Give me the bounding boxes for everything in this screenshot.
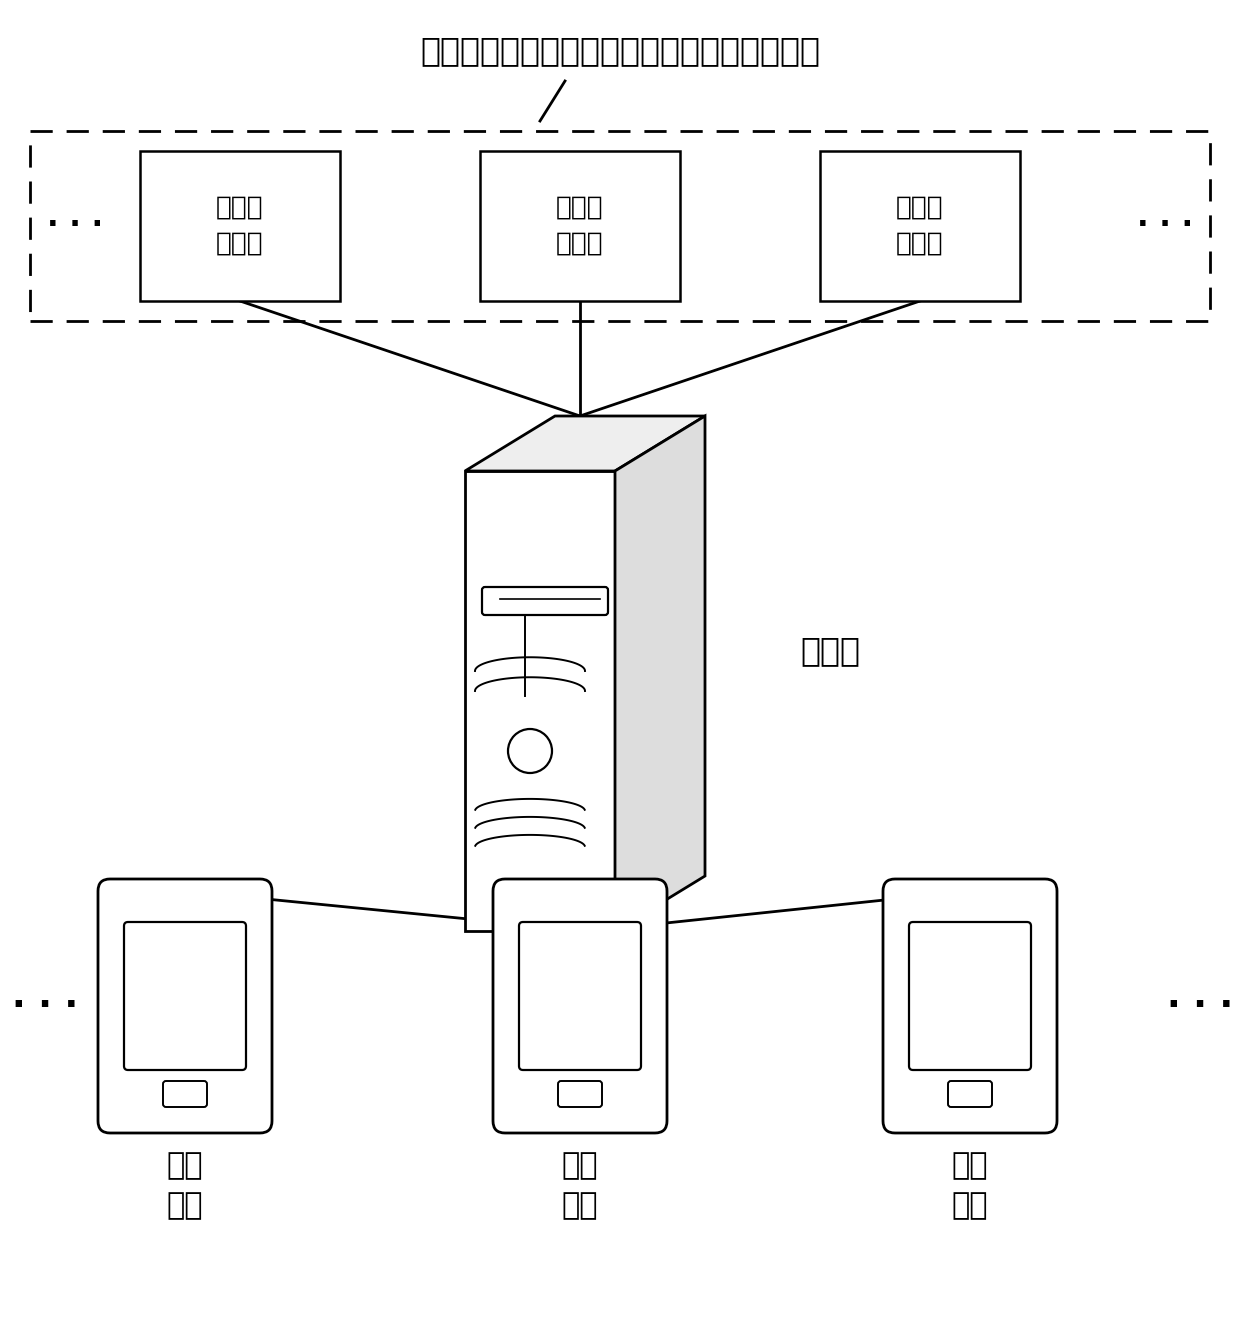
FancyBboxPatch shape: [494, 878, 667, 1133]
Text: · · ·: · · ·: [1137, 211, 1193, 240]
FancyBboxPatch shape: [909, 922, 1030, 1070]
Bar: [480, 151, 680, 301]
FancyBboxPatch shape: [162, 1081, 207, 1107]
FancyBboxPatch shape: [949, 1081, 992, 1107]
Text: 终端
设备: 终端 设备: [562, 1151, 598, 1221]
FancyBboxPatch shape: [520, 922, 641, 1070]
Text: 地震监
测设备: 地震监 测设备: [557, 196, 604, 258]
Text: 终端
设备: 终端 设备: [166, 1151, 203, 1221]
Text: 地震监
测设备: 地震监 测设备: [897, 196, 944, 258]
FancyBboxPatch shape: [558, 1081, 601, 1107]
Polygon shape: [615, 416, 706, 931]
Text: 地震监
测设备: 地震监 测设备: [216, 196, 264, 258]
Bar: [820, 151, 1021, 301]
Bar: [140, 151, 340, 301]
FancyBboxPatch shape: [124, 922, 246, 1070]
Text: 某国家或某城市的地震预警机构（如地震台）: 某国家或某城市的地震预警机构（如地震台）: [420, 34, 820, 67]
FancyBboxPatch shape: [883, 878, 1056, 1133]
Bar: [30, 131, 1210, 321]
Text: 服务器: 服务器: [800, 634, 861, 667]
Polygon shape: [465, 416, 706, 472]
Text: 终端
设备: 终端 设备: [952, 1151, 988, 1221]
Text: · · ·: · · ·: [12, 989, 78, 1022]
Text: · · ·: · · ·: [1167, 989, 1233, 1022]
FancyBboxPatch shape: [482, 587, 608, 616]
Polygon shape: [465, 472, 615, 931]
FancyBboxPatch shape: [98, 878, 272, 1133]
Text: · · ·: · · ·: [47, 211, 103, 240]
